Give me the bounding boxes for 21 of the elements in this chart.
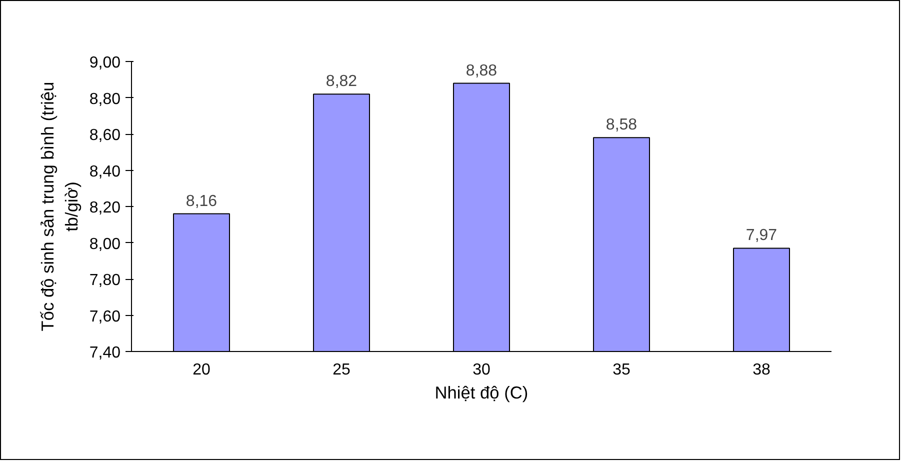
y-tick-label: 8,40 bbox=[89, 163, 121, 180]
x-axis-title: Nhiệt độ (C) bbox=[434, 382, 528, 402]
y-tick-label: 9,00 bbox=[89, 54, 121, 72]
x-tick-label: 30 bbox=[472, 362, 490, 378]
data-label: 8,16 bbox=[186, 192, 218, 210]
y-tick-label: 8,00 bbox=[89, 236, 121, 253]
y-tick-label: 8,20 bbox=[89, 200, 121, 216]
y-tick-label: 7,80 bbox=[89, 272, 121, 289]
y-tick-label: 7,40 bbox=[89, 344, 121, 362]
x-tick-label: 38 bbox=[752, 362, 770, 378]
x-tick-label: 20 bbox=[192, 362, 210, 378]
data-label: 8,82 bbox=[326, 73, 358, 90]
y-axis-title: Tốc độ sinh sản trung bình (triệu tb/giờ) bbox=[37, 82, 82, 332]
data-label: 7,97 bbox=[746, 227, 778, 244]
x-tick-label: 25 bbox=[332, 362, 350, 378]
x-tick-label: 35 bbox=[612, 362, 630, 378]
y-tick-label: 8,60 bbox=[89, 127, 121, 144]
data-label: 8,58 bbox=[606, 116, 638, 134]
y-tick-label: 7,60 bbox=[89, 308, 121, 326]
y-tick-label: 8,80 bbox=[89, 90, 121, 108]
data-label: 8,88 bbox=[466, 62, 498, 80]
